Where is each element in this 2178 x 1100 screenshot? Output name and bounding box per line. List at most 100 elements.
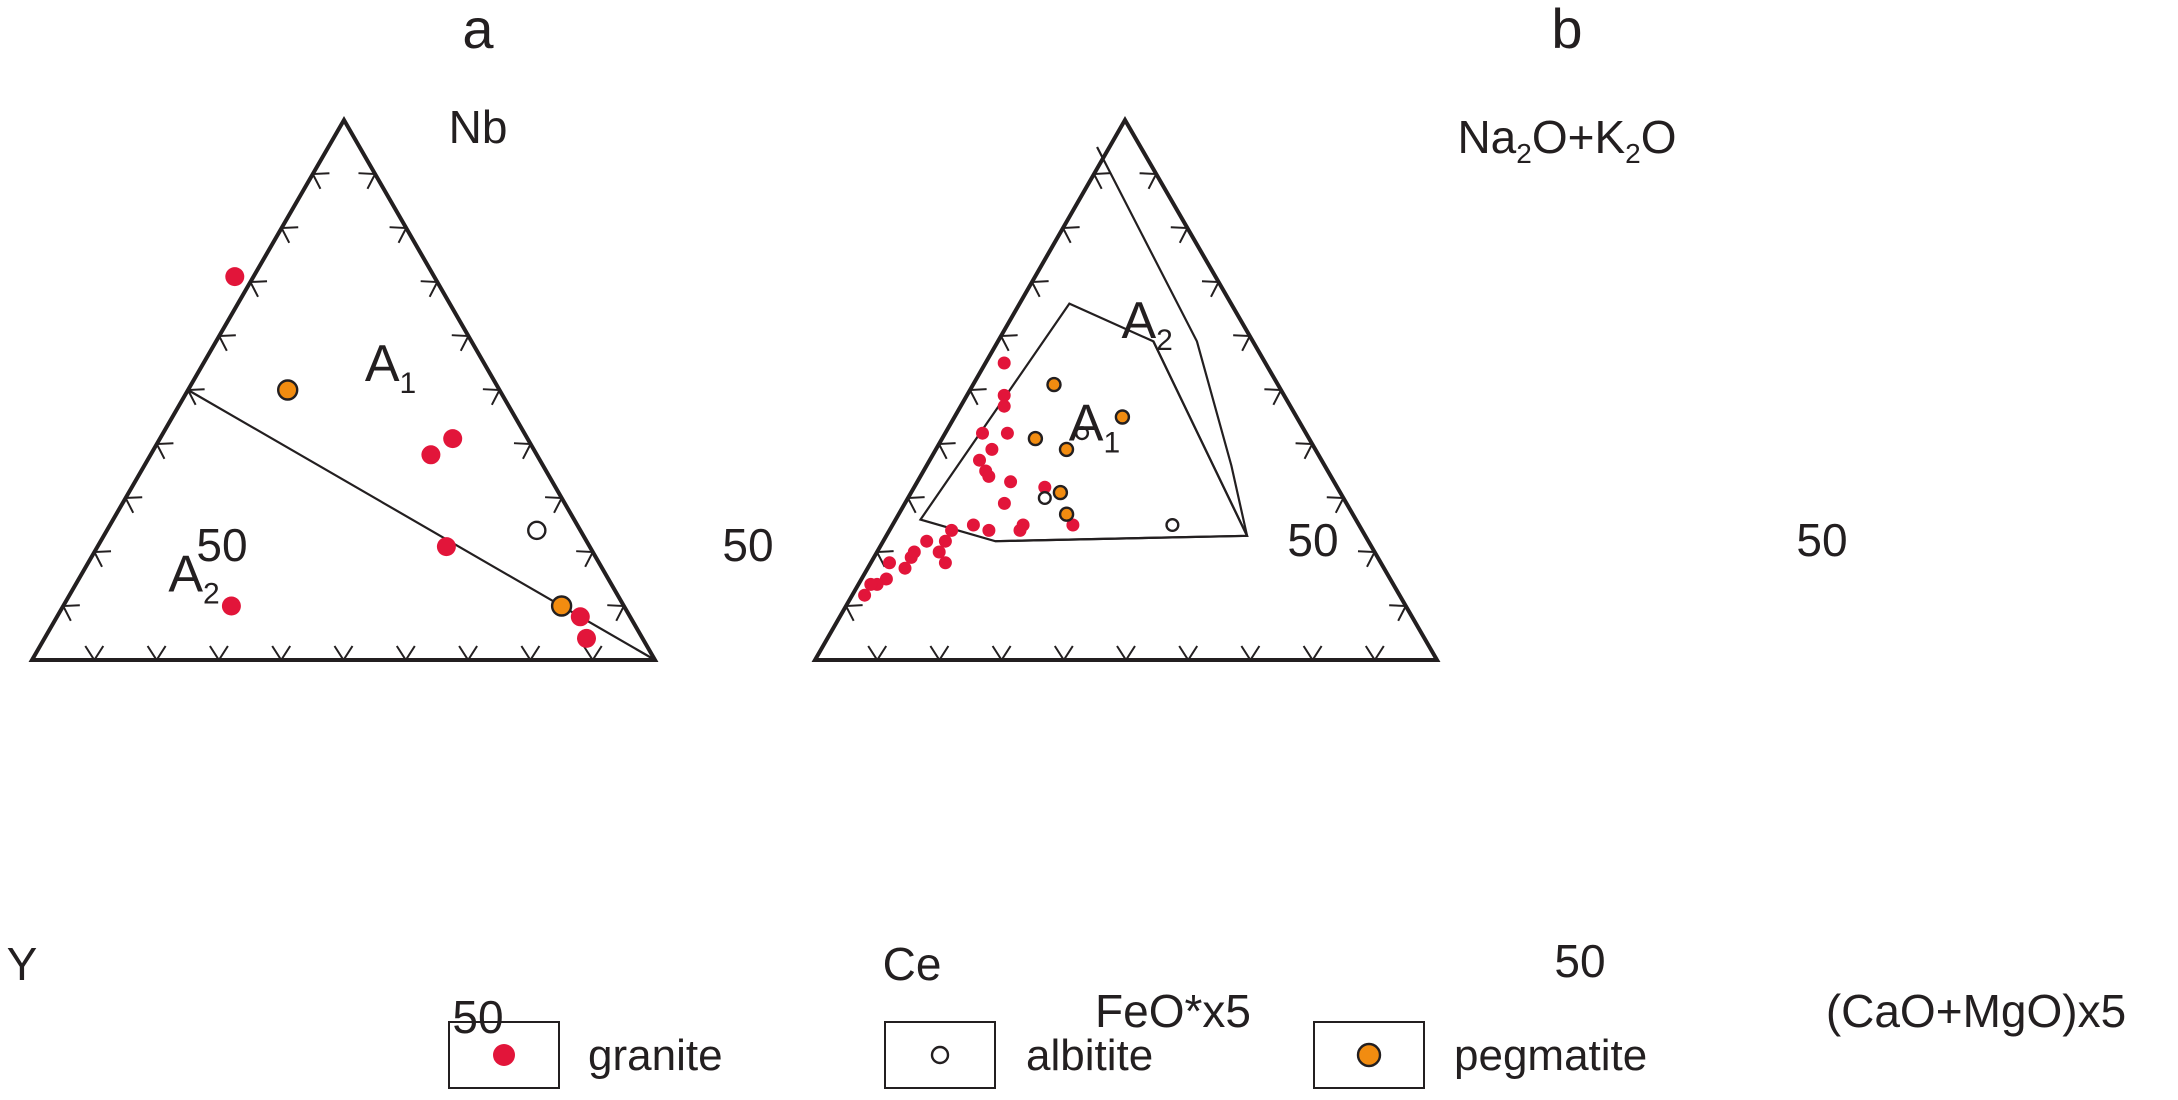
tick-left-40 <box>155 442 174 460</box>
field-label-A1: A1 <box>1069 394 1120 459</box>
granite-point <box>864 577 878 591</box>
granite-point <box>997 388 1011 402</box>
tick-left-90 <box>1092 172 1111 190</box>
granite-point <box>920 534 934 548</box>
legend: granite albitite pegmatite <box>448 1021 1647 1089</box>
tick-bottom-30 <box>458 645 478 662</box>
tick-right-90 <box>1389 604 1408 622</box>
tick-right-60 <box>1295 442 1314 460</box>
tick-bottom-10 <box>1364 645 1385 662</box>
tick-right-40 <box>1233 334 1252 352</box>
granite-point <box>898 561 912 575</box>
field-boundary-2 <box>995 146 1249 543</box>
tick-bottom-40 <box>1178 645 1199 662</box>
tick-left-20 <box>92 550 112 568</box>
tick-right-70 <box>1326 496 1346 514</box>
granite-point <box>904 550 918 564</box>
tick-right-20 <box>389 226 408 244</box>
right-edge-50-label: 50 <box>722 519 773 571</box>
apex-top-label-b-part: 2 <box>1516 138 1532 169</box>
albitite-point <box>1037 490 1052 506</box>
tick-bottom-50 <box>1116 645 1136 662</box>
panel-a-letter: a <box>462 0 494 60</box>
tick-bottom-20 <box>520 645 541 662</box>
granite-point <box>966 518 980 532</box>
apex-left-label: Y <box>7 938 38 990</box>
granite-point <box>570 607 590 627</box>
tick-bottom-80 <box>929 645 950 662</box>
tick-right-90 <box>607 604 626 622</box>
apex-top-label-b-part: Na <box>1457 111 1516 163</box>
tick-right-50 <box>1264 388 1283 406</box>
tick-left-50 <box>968 388 987 406</box>
tick-right-40 <box>451 334 471 352</box>
apex-top-label-b-part: 2 <box>1625 138 1641 169</box>
tick-left-70 <box>248 280 268 298</box>
granite-point <box>997 496 1011 510</box>
tick-left-80 <box>1061 226 1080 244</box>
granite-point <box>1000 426 1014 440</box>
tick-right-70 <box>545 496 564 514</box>
tick-left-10 <box>61 604 80 622</box>
panel-b: b Na2O+K2O FeO*x5 (CaO+MgO)x5 50 50 50 A… <box>811 0 2126 1037</box>
granite-point <box>225 267 245 287</box>
tick-bottom-50 <box>333 645 354 662</box>
tick-bottom-90 <box>84 645 105 662</box>
apex-top-label-b-part: O+K <box>1532 111 1626 163</box>
field-label-sub: 2 <box>203 578 220 611</box>
triangle-frame <box>28 115 659 662</box>
legend-item-albitite: albitite <box>884 1021 1153 1089</box>
legend-swatch-granite <box>493 1044 515 1066</box>
pegmatite-point <box>1046 376 1062 393</box>
granite-point <box>436 537 456 557</box>
tick-left-30 <box>906 496 925 514</box>
granite-point <box>932 545 946 559</box>
granite-point <box>982 523 996 537</box>
granite-point <box>858 588 872 602</box>
tick-bottom-70 <box>991 645 1012 662</box>
tick-left-60 <box>217 334 236 352</box>
left-edge-50-label: 50 <box>196 519 247 571</box>
legend-box-albitite <box>884 1021 996 1089</box>
tick-bottom-60 <box>271 645 292 662</box>
tick-left-60 <box>999 334 1018 352</box>
tick-right-50 <box>482 388 502 406</box>
tick-bottom-80 <box>146 645 167 662</box>
tick-left-20 <box>875 550 894 568</box>
tick-bottom-10 <box>582 645 603 662</box>
granite-point <box>1066 518 1080 532</box>
tick-right-80 <box>1357 550 1377 568</box>
tick-left-10 <box>844 604 863 622</box>
tick-right-60 <box>513 442 533 460</box>
granite-point <box>973 453 986 467</box>
granite-point <box>997 399 1011 413</box>
left-edge-50-label-b: 50 <box>1287 514 1338 566</box>
legend-box-pegmatite <box>1313 1021 1425 1089</box>
granite-point <box>883 556 896 570</box>
granite-point <box>1004 475 1018 489</box>
granite-point <box>221 596 241 616</box>
tick-right-30 <box>1201 280 1221 298</box>
pegmatite-point <box>550 595 573 617</box>
bottom-edge-50-label-b: 50 <box>1554 935 1605 987</box>
granite-point <box>985 442 999 456</box>
tick-left-70 <box>1030 280 1049 298</box>
field-boundary-1 <box>1152 340 1249 537</box>
granite-point <box>945 523 959 537</box>
legend-label-albitite: albitite <box>1026 1031 1153 1080</box>
legend-swatch-pegmatite <box>1356 1042 1382 1068</box>
tick-bottom-30 <box>1240 645 1261 662</box>
pegmatite-point <box>1052 484 1069 501</box>
granite-point <box>577 628 596 648</box>
pegmatite-point <box>1058 441 1075 458</box>
field-label-A1: A1 <box>365 335 416 400</box>
granite-point <box>997 356 1011 370</box>
granite-point <box>1038 480 1052 494</box>
tick-right-10 <box>358 172 377 190</box>
apex-top-label-b: Na2O+K2O <box>1457 111 1676 169</box>
tick-right-20 <box>1170 226 1190 244</box>
tick-right-30 <box>420 280 439 298</box>
granite-point <box>938 534 952 548</box>
